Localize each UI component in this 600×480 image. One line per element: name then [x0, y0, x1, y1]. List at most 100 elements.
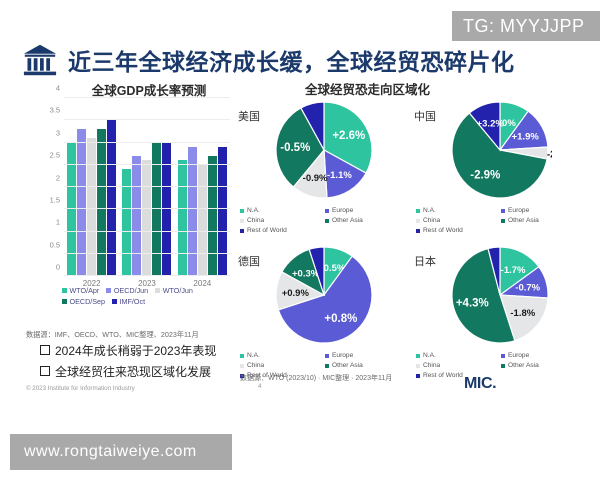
- legend-item: OECD/Jun: [106, 285, 148, 296]
- pie-data-label: -1.8%: [510, 308, 535, 319]
- x-axis-tick: 2022: [82, 279, 101, 288]
- pie-country-label: 美国: [238, 111, 260, 123]
- gridline: 1.5: [50, 195, 230, 210]
- pie-legend-item: Rest of World: [416, 371, 501, 381]
- gridline: 0: [56, 263, 230, 276]
- pie-legend-swatch: [501, 219, 505, 224]
- pie-legend-swatch: [416, 354, 420, 359]
- pie-legend-item: N.A.: [416, 206, 501, 216]
- pie-legend-label: N.A.: [423, 207, 436, 215]
- pie-legend: N.A. Europe China Other Asia Rest of World: [240, 351, 410, 381]
- pie-slice-europe: [323, 148, 367, 199]
- bar-imf-oct: [217, 146, 227, 276]
- y-axis-tick: 3: [55, 128, 60, 138]
- gridline: 2: [56, 173, 230, 187]
- pie-legend-swatch: [325, 354, 329, 359]
- slide-header: 近三年全球经济成长缓，全球经贸恐碎片化: [22, 40, 582, 80]
- pie-legend-label: Europe: [332, 207, 354, 215]
- pie-legend-item: Europe: [325, 351, 410, 361]
- pie-data-label: -2.2%: [547, 149, 552, 160]
- pie-svg: 0% +1.9% -2.2% -2.9% +3.2%: [451, 101, 552, 199]
- pie-data-label: +2.6%: [332, 130, 365, 142]
- pie-source-note: 数据源：WTO (2023/10) · MIC整理 · 2023年11月: [240, 375, 393, 382]
- bar-oecd-sep: [97, 129, 107, 276]
- pie-data-label: +1.9%: [512, 132, 540, 143]
- pie-legend-swatch: [416, 209, 420, 214]
- pie-legend-item: Europe: [501, 351, 586, 361]
- bar-group: 2022: [64, 98, 119, 288]
- y-axis-tick: 0: [55, 262, 60, 272]
- bar-wto-apr: [177, 160, 187, 276]
- pie-card-日本: 日本-1.7%-0.7%-1.8%+4.3%-0.1%N.A.EuropeChi…: [412, 237, 588, 382]
- key-point-item: 2024年成长稍弱于2023年表现: [40, 342, 245, 359]
- bar-oecd-jun: [77, 129, 87, 276]
- bar-imf-oct: [162, 142, 172, 276]
- legend-item: IMF/Oct: [112, 296, 145, 307]
- pie-data-label: -0.5%: [320, 263, 345, 274]
- pie-data-label: +0.8%: [324, 313, 357, 325]
- pie-legend-item: Europe: [501, 206, 586, 216]
- key-point-text: 全球经贸往来恐现区域化发展: [55, 365, 212, 379]
- y-axis-tick: 3.5: [49, 105, 60, 115]
- pie-legend-item: Other Asia: [325, 216, 410, 226]
- pie-legend-swatch: [501, 364, 505, 369]
- pie-legend-swatch: [501, 354, 505, 359]
- gdp-bar-chart: 全球GDP成长率预测 2022 2023 2024 0 0.5 1 1.5 2 2.5 3 3.5…: [22, 80, 232, 307]
- pie-legend-swatch: [240, 364, 244, 369]
- bar-wto-jun: [197, 164, 207, 276]
- pie-legend-item: N.A.: [240, 351, 325, 361]
- pie-slice-china: [499, 294, 549, 342]
- pie-slice-na: [323, 101, 373, 174]
- pie-legend-swatch: [325, 364, 329, 369]
- pie-svg: -1.7%-0.7%-1.8%+4.3%-0.1%: [451, 246, 549, 344]
- pie-legend-label: Rest of World: [423, 227, 463, 235]
- y-axis-tick: 1.5: [49, 195, 60, 205]
- legend-label: OECD/Jun: [113, 286, 149, 295]
- slide-canvas: 近三年全球经济成长缓，全球经贸恐碎片化 全球GDP成长率预测 2022 2023 2…: [22, 40, 588, 392]
- gridline: 1: [56, 218, 230, 232]
- bar-wto-jun: [87, 138, 97, 276]
- mic-logo: MIC.: [464, 375, 497, 392]
- pie-data-label: -2.9%: [470, 169, 500, 181]
- pie-legend-swatch: [325, 219, 329, 224]
- pie-legend-swatch: [416, 374, 420, 379]
- pie-section-title: 全球经贸恐走向区域化: [305, 83, 431, 97]
- checkbox-icon: [40, 345, 50, 355]
- bar-wto-jun: [142, 160, 152, 276]
- pie-slice-restofworld: [468, 101, 501, 152]
- bar-oecd-sep: [207, 155, 217, 276]
- gridline: 3: [56, 128, 230, 143]
- pie-legend-swatch: [240, 374, 244, 379]
- pie-data-label: 0%: [502, 118, 516, 129]
- y-axis-tick: 2: [55, 173, 60, 182]
- bank-building-icon: [23, 44, 57, 76]
- pie-data-label: -0.7%: [515, 283, 540, 294]
- pie-legend-item: Other Asia: [501, 361, 586, 371]
- checkbox-icon: [40, 366, 50, 376]
- bar-wto-apr: [67, 142, 77, 276]
- page-number: 4: [258, 383, 262, 390]
- x-axis-tick: 2024: [193, 279, 212, 288]
- pie-legend-label: N.A.: [247, 207, 260, 215]
- legend-swatch: [155, 288, 161, 294]
- pie-legend-item: Other Asia: [501, 216, 586, 226]
- page-title: 近三年全球经济成长缓，全球经贸恐碎片化: [68, 49, 515, 75]
- pie-data-label: +4.3%: [456, 298, 489, 310]
- gridline: 4: [56, 84, 230, 98]
- legend-item: WTO/Jun: [155, 285, 193, 296]
- legend-label: IMF/Oct: [119, 297, 146, 307]
- pie-legend-label: Rest of World: [247, 227, 287, 235]
- legend-swatch: [106, 288, 112, 294]
- copyright-notice: © 2023 Institute for Information Industr…: [26, 385, 135, 392]
- pie-legend-label: Europe: [508, 207, 530, 215]
- pie-card-德国: 德国-0.5%+0.8%+0.9%+0.3%-1.4%N.A.EuropeChi…: [236, 237, 412, 382]
- pie-slice-restofworld: [308, 246, 325, 296]
- pie-legend-label: China: [247, 217, 265, 225]
- pie-legend-item: N.A.: [416, 351, 501, 361]
- gridline: 2.5: [50, 151, 230, 165]
- pie-legend-item: China: [240, 216, 325, 226]
- pie-slice-europe: [277, 255, 373, 344]
- pie-data-label: +0.9%: [282, 288, 310, 299]
- pie-legend-label: Other Asia: [508, 217, 539, 225]
- pie-legend-swatch: [416, 219, 420, 224]
